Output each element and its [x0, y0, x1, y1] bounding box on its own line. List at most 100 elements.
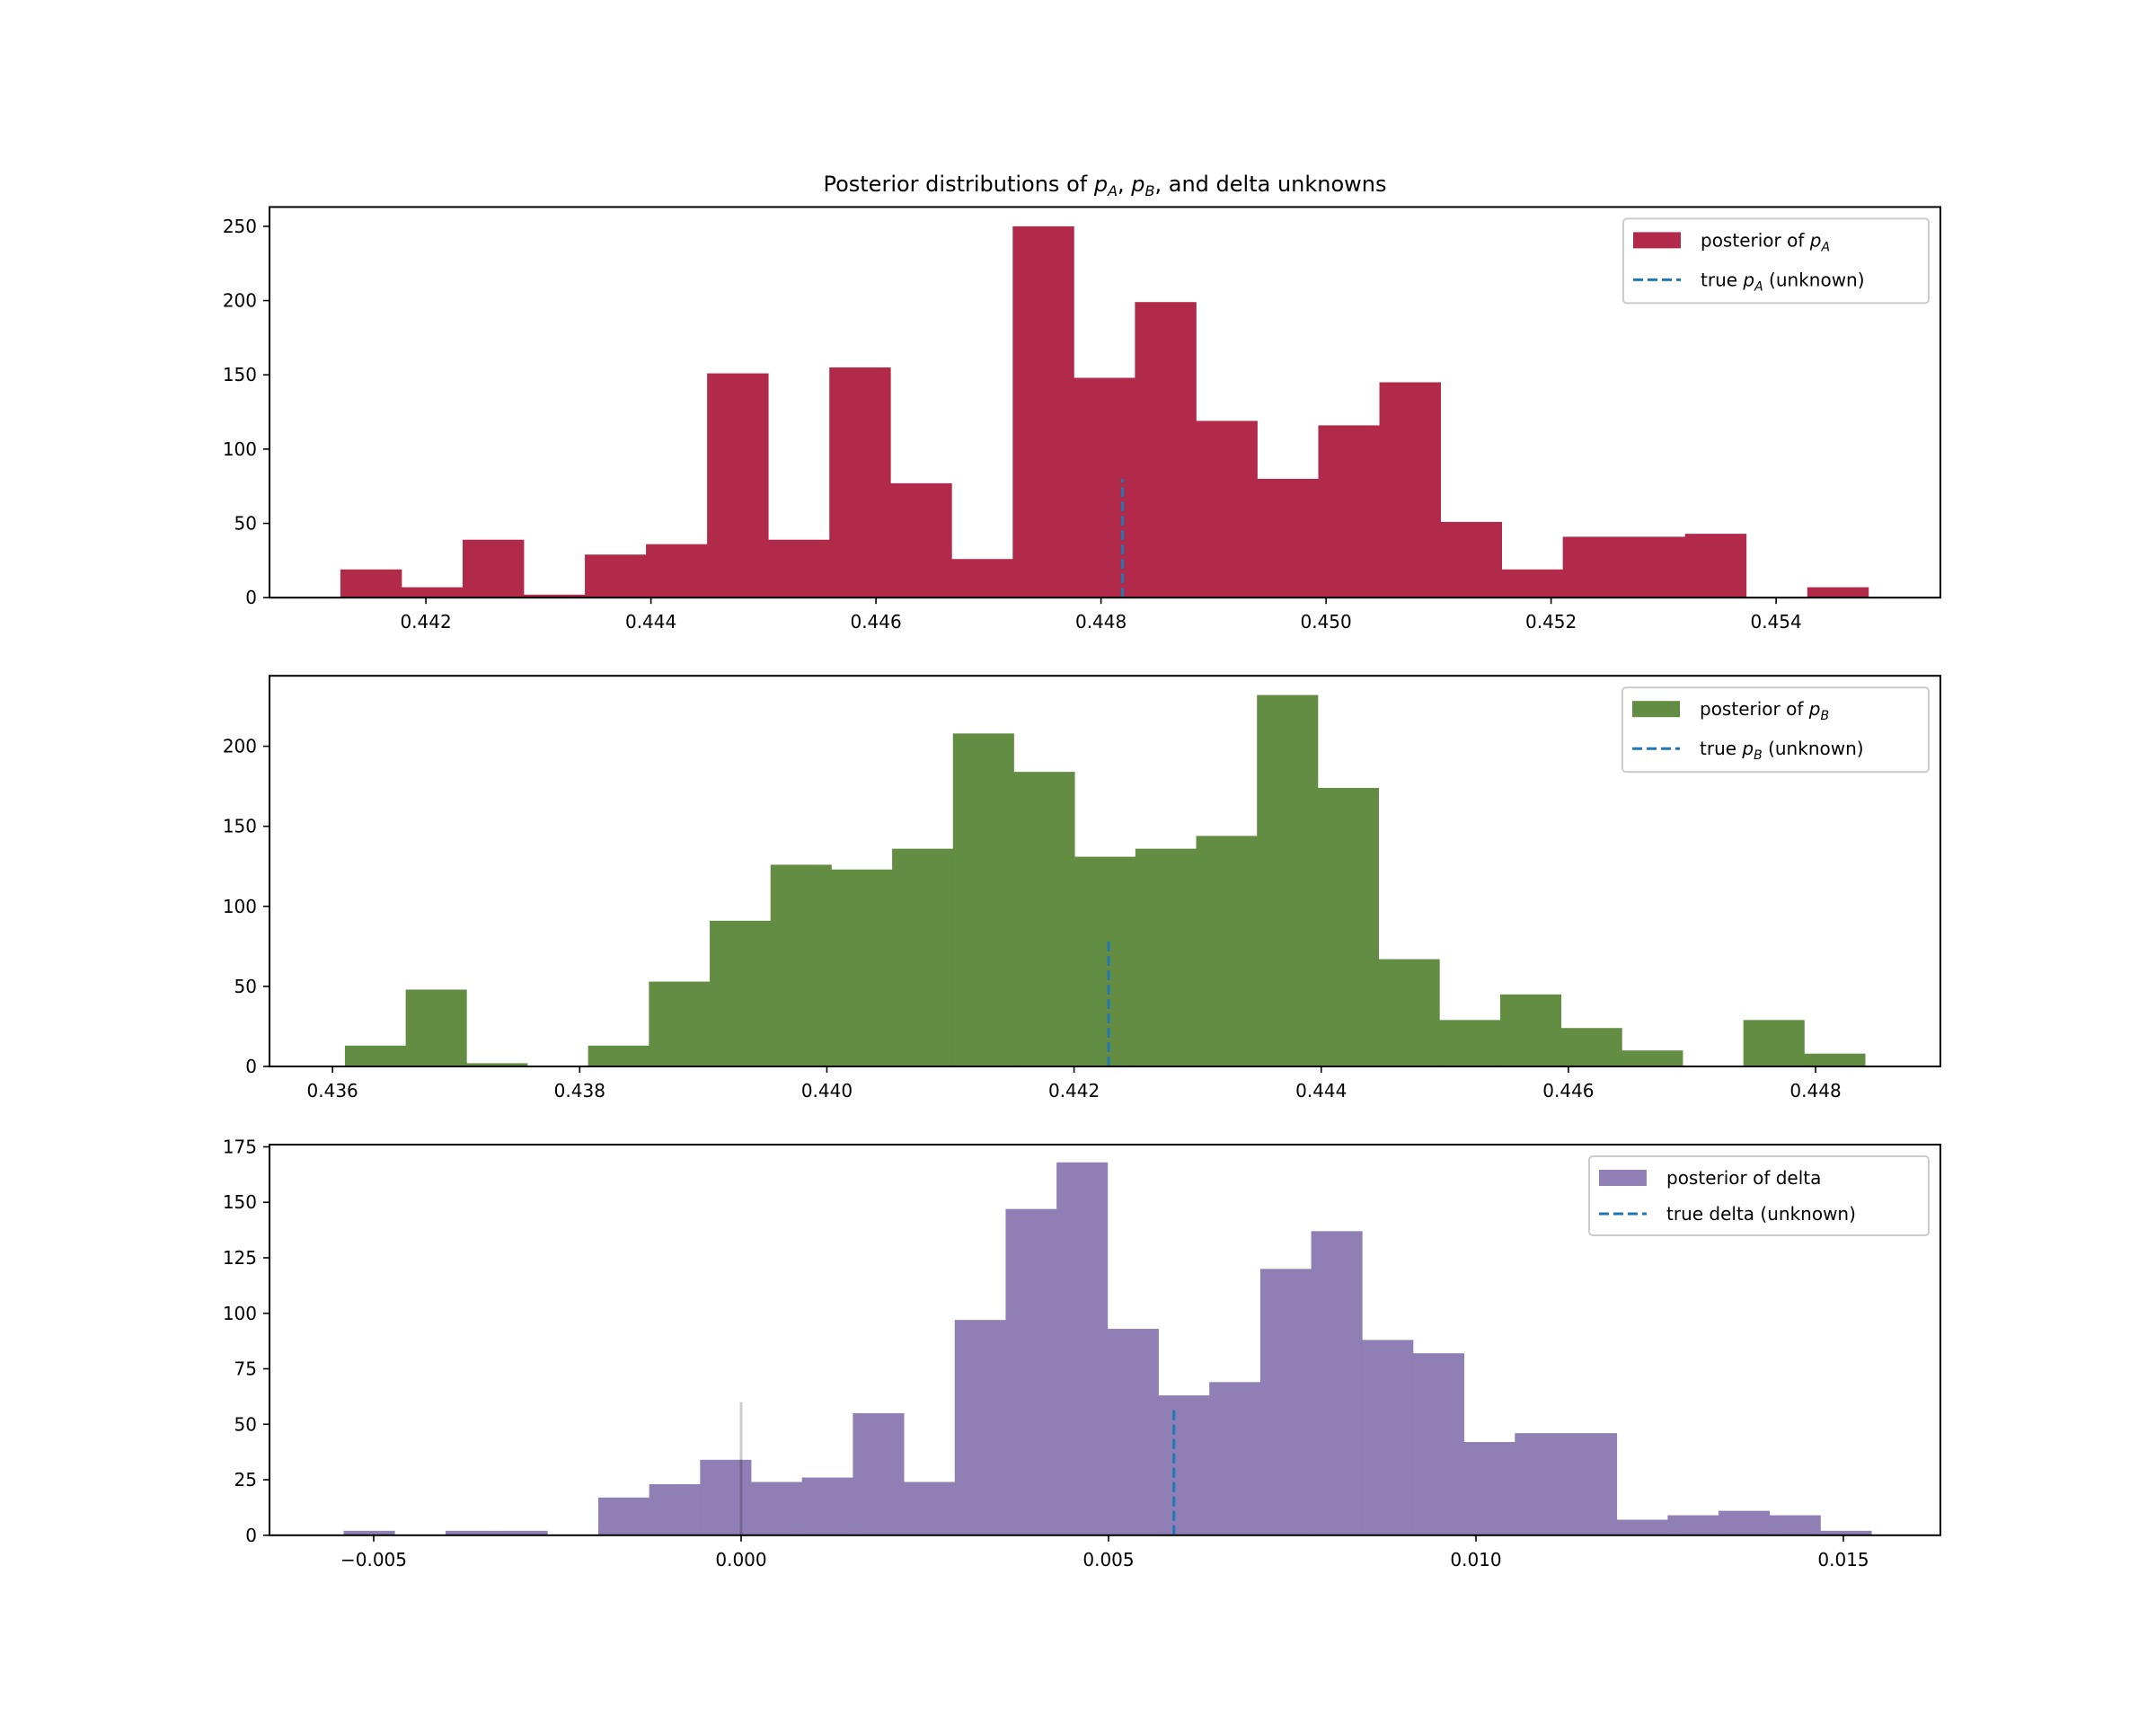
histogram-bar	[649, 1483, 701, 1535]
legend-swatch-histogram	[1632, 701, 1680, 718]
y-tick-label: 50	[234, 976, 257, 997]
y-tick-label: 125	[223, 1247, 257, 1269]
histogram-bar	[1684, 534, 1747, 598]
legend-label: posterior of pA	[1701, 229, 1830, 254]
histogram-bar	[343, 1530, 395, 1535]
histogram-bar	[710, 920, 772, 1066]
histogram-bar	[1257, 478, 1319, 598]
histogram-bar	[751, 1482, 803, 1535]
x-tick-label: 0.442	[1048, 1080, 1100, 1101]
histogram-bar	[1317, 787, 1379, 1066]
x-tick-label: 0.444	[625, 611, 676, 632]
subplot-posterior-pA: 0.442 0.444 0.446 0.448 0.450 0.452 0.454 0 50 10…	[223, 206, 1941, 632]
histogram-bar	[1769, 1515, 1821, 1535]
legend: posterior of delta true delta (unknown)	[1588, 1155, 1930, 1236]
histogram-bar	[1158, 1395, 1210, 1535]
x-tick-label: 0.000	[715, 1549, 766, 1570]
y-tick-label: 0	[245, 587, 257, 608]
x-tick-label: 0.448	[1075, 611, 1127, 632]
histogram-bars	[343, 1162, 1872, 1535]
y-tick-label: 75	[234, 1358, 257, 1380]
histogram-bar	[1562, 536, 1625, 598]
histogram-bar	[649, 981, 711, 1066]
x-tick-label: 0.005	[1082, 1549, 1134, 1570]
histogram-bar	[1667, 1515, 1719, 1535]
histogram-bar	[853, 1412, 905, 1535]
histogram-bar	[1820, 1530, 1872, 1535]
legend-label: posterior of pB	[1700, 698, 1829, 723]
histogram-bar	[1196, 420, 1258, 598]
axes-frame	[269, 1144, 1941, 1536]
histogram-bar	[1209, 1382, 1261, 1535]
legend-label: true pB (unknown)	[1700, 738, 1864, 763]
histogram-bar	[597, 1497, 650, 1535]
x-tick-label: 0.438	[554, 1080, 605, 1101]
y-tick-label: 150	[223, 1191, 257, 1213]
histogram-bar	[801, 1477, 853, 1535]
y-tick-label: 0	[245, 1056, 257, 1077]
y-tick-label: 200	[223, 290, 257, 312]
histogram-bar	[1074, 856, 1136, 1066]
y-tick-label: 150	[223, 364, 257, 385]
legend-swatch-histogram	[1599, 1170, 1647, 1186]
histogram-bar	[1565, 1433, 1618, 1535]
y-tick-label: 100	[223, 1303, 257, 1324]
histogram-bar	[585, 554, 647, 598]
histogram-bar	[524, 594, 586, 598]
histogram-bar	[954, 1320, 1006, 1535]
histogram-bar	[700, 1459, 752, 1535]
histogram-bar	[768, 539, 830, 598]
x-tick-label: 0.015	[1817, 1549, 1869, 1570]
histogram-bar	[588, 1045, 649, 1066]
y-tick-label: 0	[245, 1525, 257, 1546]
x-tick-label: 0.436	[307, 1080, 358, 1101]
histogram-bar	[1463, 1442, 1515, 1535]
histogram-bar	[1412, 1353, 1465, 1535]
histogram-bar	[1560, 1028, 1622, 1066]
y-tick-label: 200	[223, 736, 257, 757]
histogram-bar	[1499, 994, 1562, 1066]
x-tick-label: 0.010	[1450, 1549, 1501, 1570]
legend-label: true pA (unknown)	[1701, 269, 1865, 294]
histogram-bar	[1362, 1340, 1414, 1535]
histogram-bar	[401, 587, 464, 598]
x-tick-label: 0.454	[1750, 611, 1801, 632]
x-tick-label: 0.450	[1300, 611, 1351, 632]
histogram-bar	[462, 539, 525, 598]
histogram-bar	[1804, 1053, 1866, 1066]
histogram-bar	[1621, 1050, 1683, 1066]
histogram-bar	[1616, 1519, 1668, 1535]
figure-title: Posterior distributions of pA, pB, and d…	[823, 172, 1386, 199]
histogram-bar	[496, 1530, 548, 1535]
histogram-bar	[1005, 1208, 1057, 1535]
subplot-posterior-pB: 0.436 0.438 0.440 0.442 0.444 0.446 0.448 0 50 10…	[223, 675, 1941, 1101]
x-tick-label: 0.448	[1789, 1080, 1841, 1101]
histogram-bar	[1623, 536, 1686, 598]
histogram-bar	[904, 1482, 956, 1535]
x-tick-label: 0.452	[1525, 611, 1577, 632]
y-tick-label: 250	[223, 216, 257, 237]
y-tick-label: 25	[234, 1469, 257, 1491]
histogram-bar	[344, 1045, 407, 1066]
histogram-bar	[1259, 1269, 1312, 1535]
histogram-bar	[1501, 569, 1564, 598]
histogram-bar	[1379, 382, 1441, 598]
histogram-bar	[466, 1063, 528, 1066]
histogram-bar	[770, 864, 832, 1066]
histogram-bar	[890, 482, 952, 598]
histogram-bar	[340, 569, 402, 598]
histogram-bar	[831, 869, 893, 1066]
histogram-bar	[1719, 1510, 1771, 1535]
x-tick-label: 0.442	[400, 611, 451, 632]
histogram-bar	[1439, 1020, 1501, 1066]
histogram-bar	[405, 989, 467, 1066]
histogram-bar	[1135, 302, 1197, 598]
y-tick-label: 175	[223, 1136, 257, 1157]
x-tick-label: 0.444	[1295, 1080, 1347, 1101]
legend-label: true delta (unknown)	[1666, 1203, 1856, 1225]
histogram-bar	[646, 544, 708, 598]
histogram-bar	[1056, 1162, 1109, 1535]
histogram-bars	[344, 694, 1866, 1066]
histogram-bar	[952, 733, 1014, 1066]
